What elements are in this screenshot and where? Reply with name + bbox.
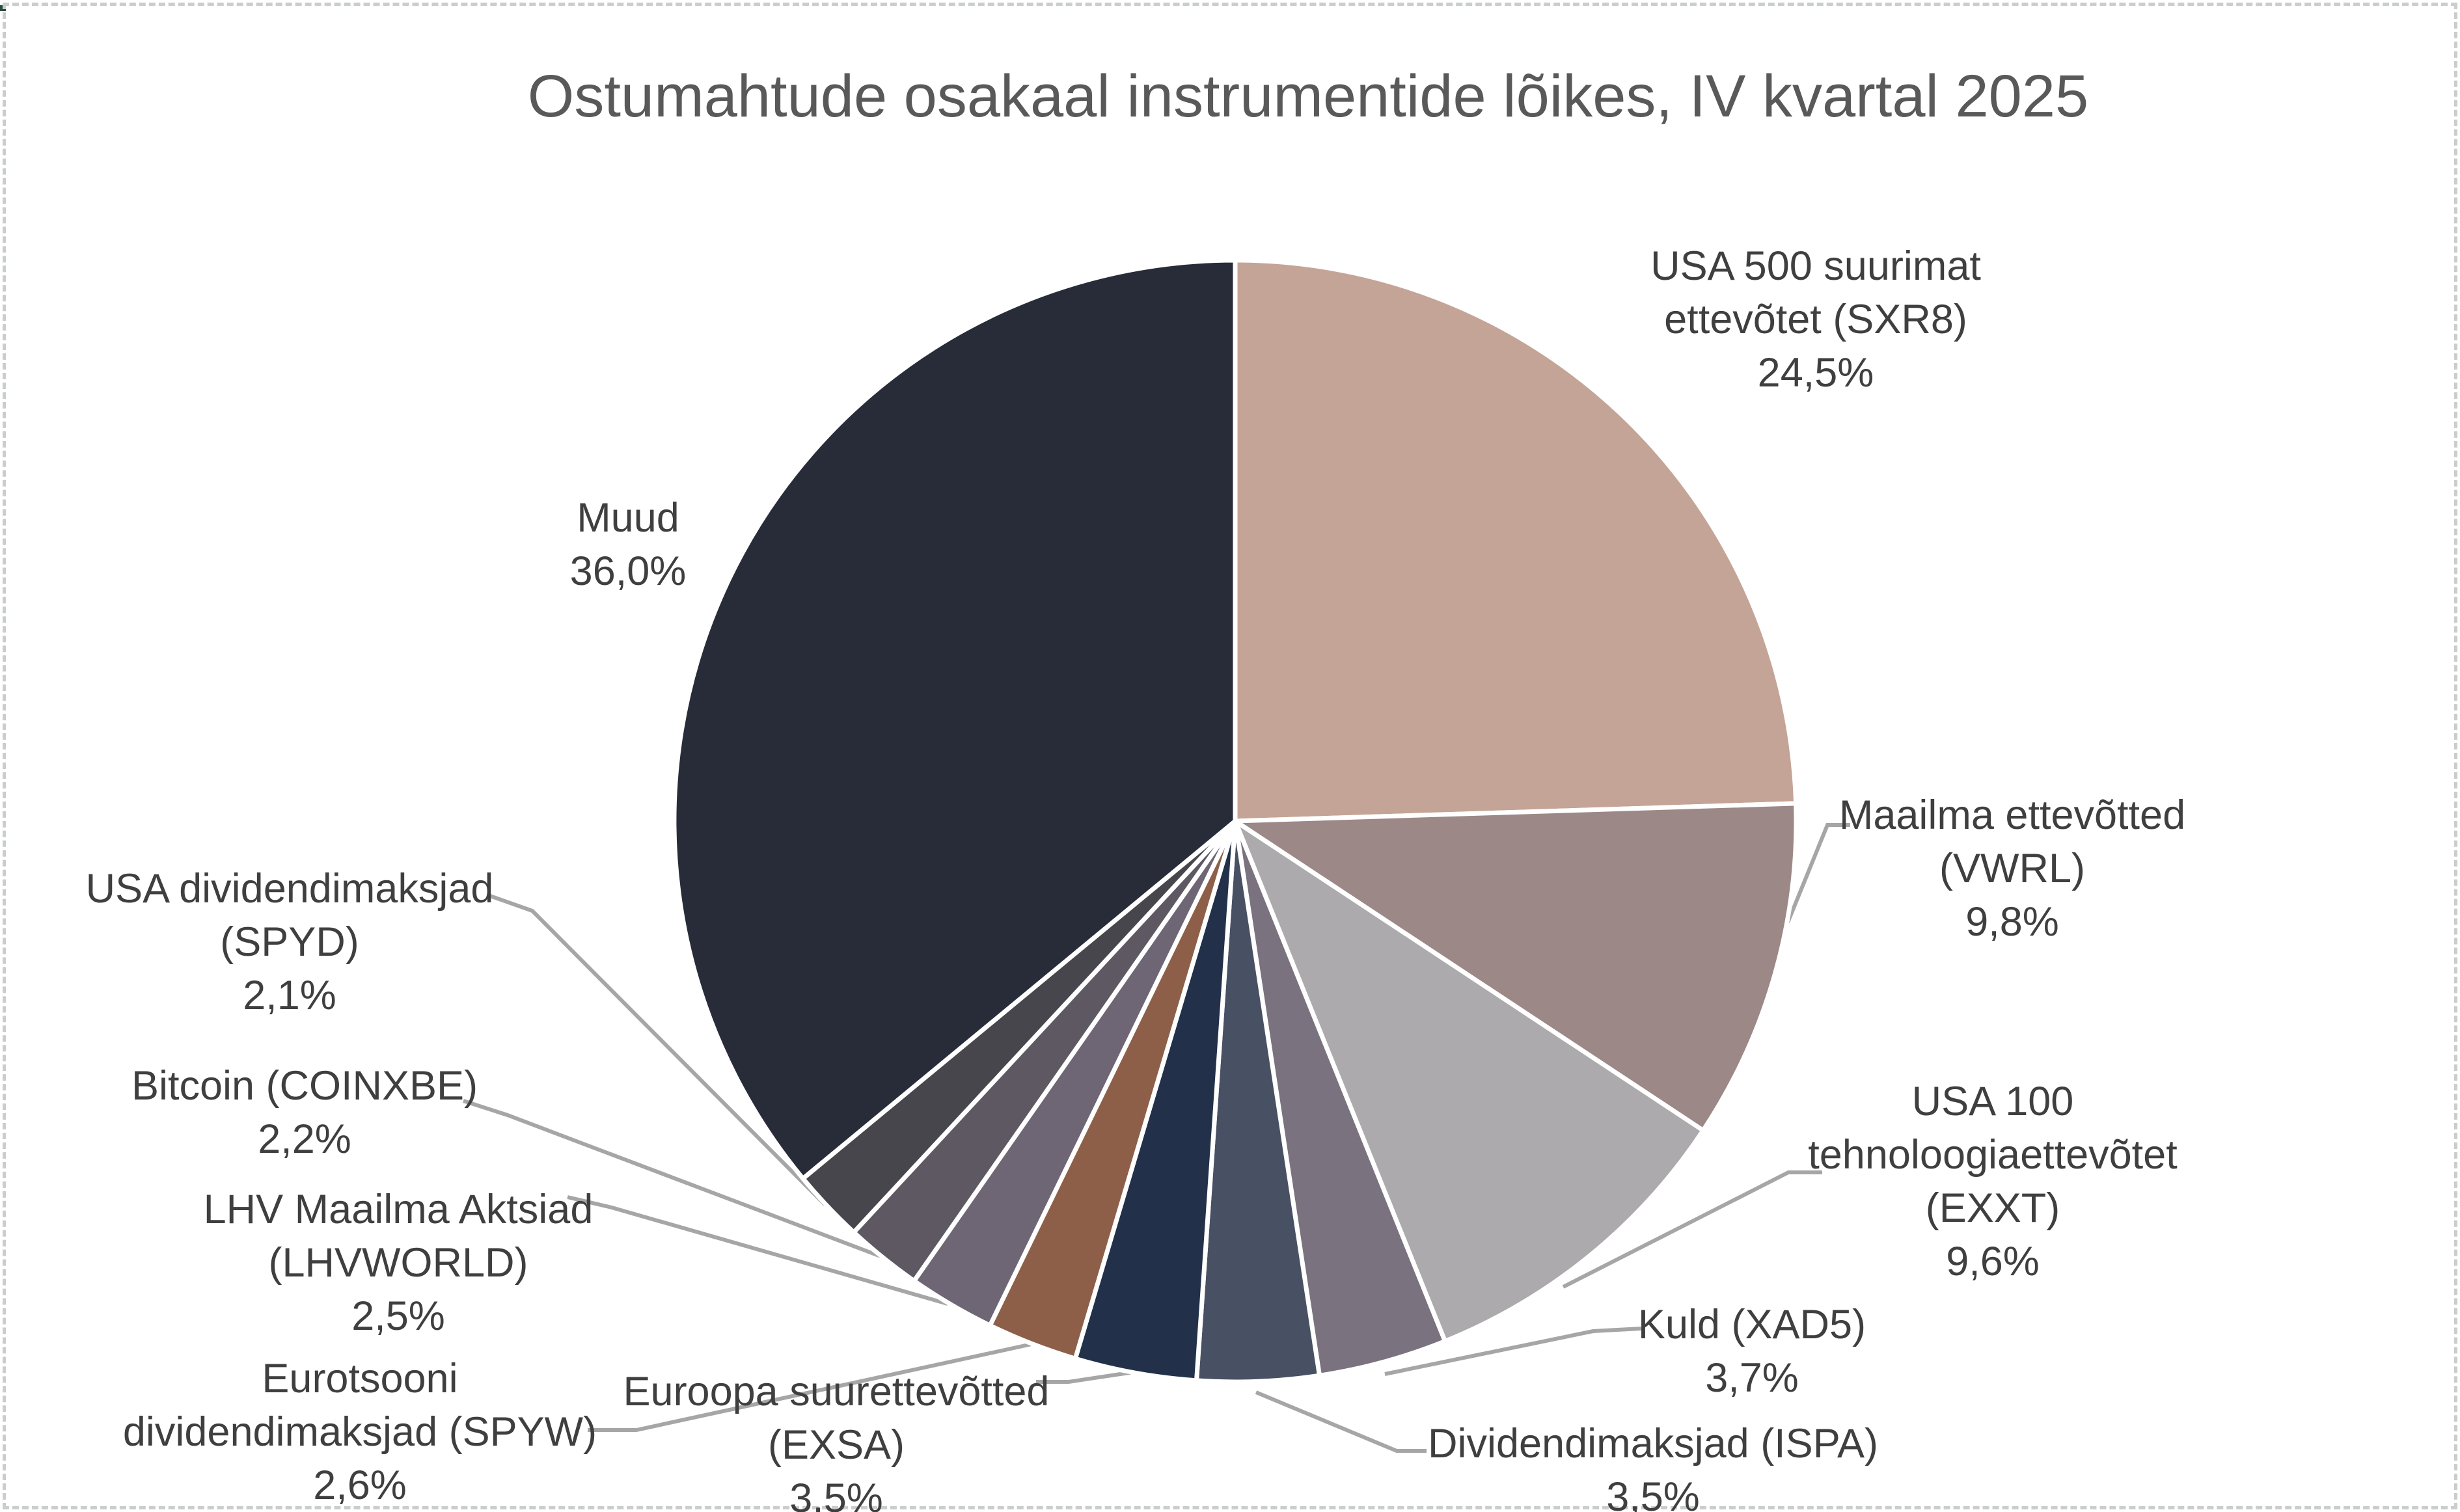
- pie-slices: [672, 258, 1799, 1384]
- leader-line-spyw: [588, 1342, 1032, 1432]
- leader-line-exsa: [1036, 1370, 1138, 1384]
- leader-line-coinxbe: [463, 1099, 882, 1258]
- callout-label-coinxbe: Bitcoin (COINXBE) 2,2%: [131, 1063, 478, 1162]
- callout-label-muud: Muud 36,0%: [569, 495, 687, 594]
- leader-line-spyd: [487, 893, 827, 1207]
- callout-label-xad5: Kuld (XAD5) 3,7%: [1637, 1302, 1866, 1401]
- callout-label-lhvworld: LHV Maailma Aktsiad (LHVWORLD) 2,5%: [203, 1187, 594, 1339]
- callout-label-spyd: USA dividendimaksjad (SPYD) 2,1%: [85, 866, 494, 1018]
- pie-slice-10[interactable]: [672, 258, 1238, 1181]
- leader-line-lhvworld: [567, 1195, 948, 1306]
- callout-label-ispa: Dividendimaksjad (ISPA) 3,5%: [1427, 1421, 1879, 1512]
- leader-line-xad5: [1384, 1327, 1642, 1376]
- callout-label-spyw: Eurotsooni dividendimaksjad (SPYW) 2,6%: [122, 1356, 597, 1508]
- callout-label-vwrl: Maailma ettevõtted (VWRL) 9,8%: [1838, 792, 2186, 945]
- leader-line-ispa: [1255, 1390, 1427, 1453]
- callout-label-exsa: Euroopa suurettevõtted (EXSA) 3,5%: [623, 1369, 1050, 1512]
- pie-slice-1[interactable]: [1233, 801, 1799, 1133]
- leader-line-exxt: [1562, 1170, 1822, 1289]
- chart-title: Ostumahtude osakaal instrumentide lõikes…: [527, 63, 2089, 129]
- pie-slice-3[interactable]: [1233, 818, 1447, 1378]
- leader-line-vwrl: [1786, 823, 1850, 924]
- pie-slice-0[interactable]: [1233, 258, 1799, 824]
- callout-label-exxt: USA 100 tehnoloogiaettevõtet (EXXT) 9,6%: [1808, 1079, 2178, 1284]
- pie-slice-2[interactable]: [1233, 818, 1706, 1343]
- callout-label-sxr8: USA 500 suurimat ettevõtet (SXR8) 24,5%: [1650, 243, 1981, 396]
- leader-lines: [463, 823, 1850, 1453]
